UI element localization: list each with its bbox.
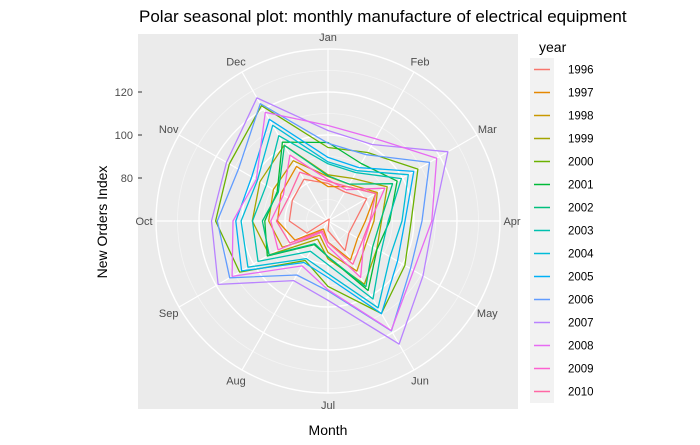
legend-label-1998: 1998 xyxy=(568,111,594,123)
spoke-gridline xyxy=(178,134,329,222)
series-line-2008 xyxy=(231,111,438,332)
legend-label-1999: 1999 xyxy=(568,134,594,146)
month-tick-label: May xyxy=(477,308,498,320)
legend-label-2004: 2004 xyxy=(568,249,594,261)
legend-label-2008: 2008 xyxy=(568,341,594,353)
month-tick-label: Feb xyxy=(411,57,430,69)
series-line-2007 xyxy=(210,97,449,345)
y-axis-title: New Orders Index xyxy=(94,166,110,279)
spoke-gridline xyxy=(178,220,329,308)
y-tick-label: 120 xyxy=(115,87,133,99)
month-tick-label: Nov xyxy=(159,124,179,136)
series-line-2002 xyxy=(261,144,394,288)
month-tick-label: Jul xyxy=(321,400,335,412)
y-tick-label: 80 xyxy=(121,173,133,185)
chart-title: Polar seasonal plot: monthly manufacture… xyxy=(139,7,627,26)
month-tick-label: Jun xyxy=(411,375,429,387)
y-tick-label: 100 xyxy=(115,130,133,142)
legend-label-2005: 2005 xyxy=(568,272,594,284)
legend-label-2000: 2000 xyxy=(568,157,594,169)
month-tick-label: Aug xyxy=(226,375,246,387)
month-tick-label: Oct xyxy=(135,216,152,228)
series-line-2006 xyxy=(216,103,431,332)
series-line-2003 xyxy=(251,135,403,300)
spoke-gridline xyxy=(241,220,329,371)
grid-layer xyxy=(155,48,501,394)
series-line-2009 xyxy=(270,154,386,279)
x-axis-title: Month xyxy=(309,422,348,438)
series-line-1996 xyxy=(288,178,368,252)
series-layer xyxy=(210,97,449,345)
legend-title: year xyxy=(539,39,567,55)
spoke-gridline xyxy=(327,220,415,371)
month-tick-label: Dec xyxy=(226,57,246,69)
legend: year 1996 1997 1998 1999 2000 2001 2002 2003 200… xyxy=(530,39,594,403)
legend-label-2003: 2003 xyxy=(568,226,594,238)
spoke-gridline xyxy=(327,71,415,222)
month-tick-label: Sep xyxy=(159,308,179,320)
legend-label-1997: 1997 xyxy=(568,88,594,100)
series-line-1999 xyxy=(251,144,388,285)
series-line-1998 xyxy=(268,160,378,272)
spoke-gridline xyxy=(327,134,478,222)
legend-label-1996: 1996 xyxy=(568,65,594,77)
month-tick-label: Apr xyxy=(503,216,520,228)
series-line-2004 xyxy=(240,124,409,309)
series-line-2005 xyxy=(235,118,415,315)
legend-label-2001: 2001 xyxy=(568,180,594,192)
legend-label-2006: 2006 xyxy=(568,295,594,307)
label-layer: Jan Feb Mar Apr May Jun Jul Aug Sep Oct Nov Dec 80 10… xyxy=(115,32,521,412)
month-tick-label: Jan xyxy=(319,32,337,44)
series-line-2010 xyxy=(275,171,377,265)
series-line-2000 xyxy=(214,105,419,315)
legend-label-2007: 2007 xyxy=(568,318,594,330)
spoke-gridline xyxy=(327,220,478,308)
legend-label-2010: 2010 xyxy=(568,387,594,399)
legend-label-2009: 2009 xyxy=(568,364,594,376)
legend-label-2002: 2002 xyxy=(568,203,594,215)
month-tick-label: Mar xyxy=(478,124,497,136)
